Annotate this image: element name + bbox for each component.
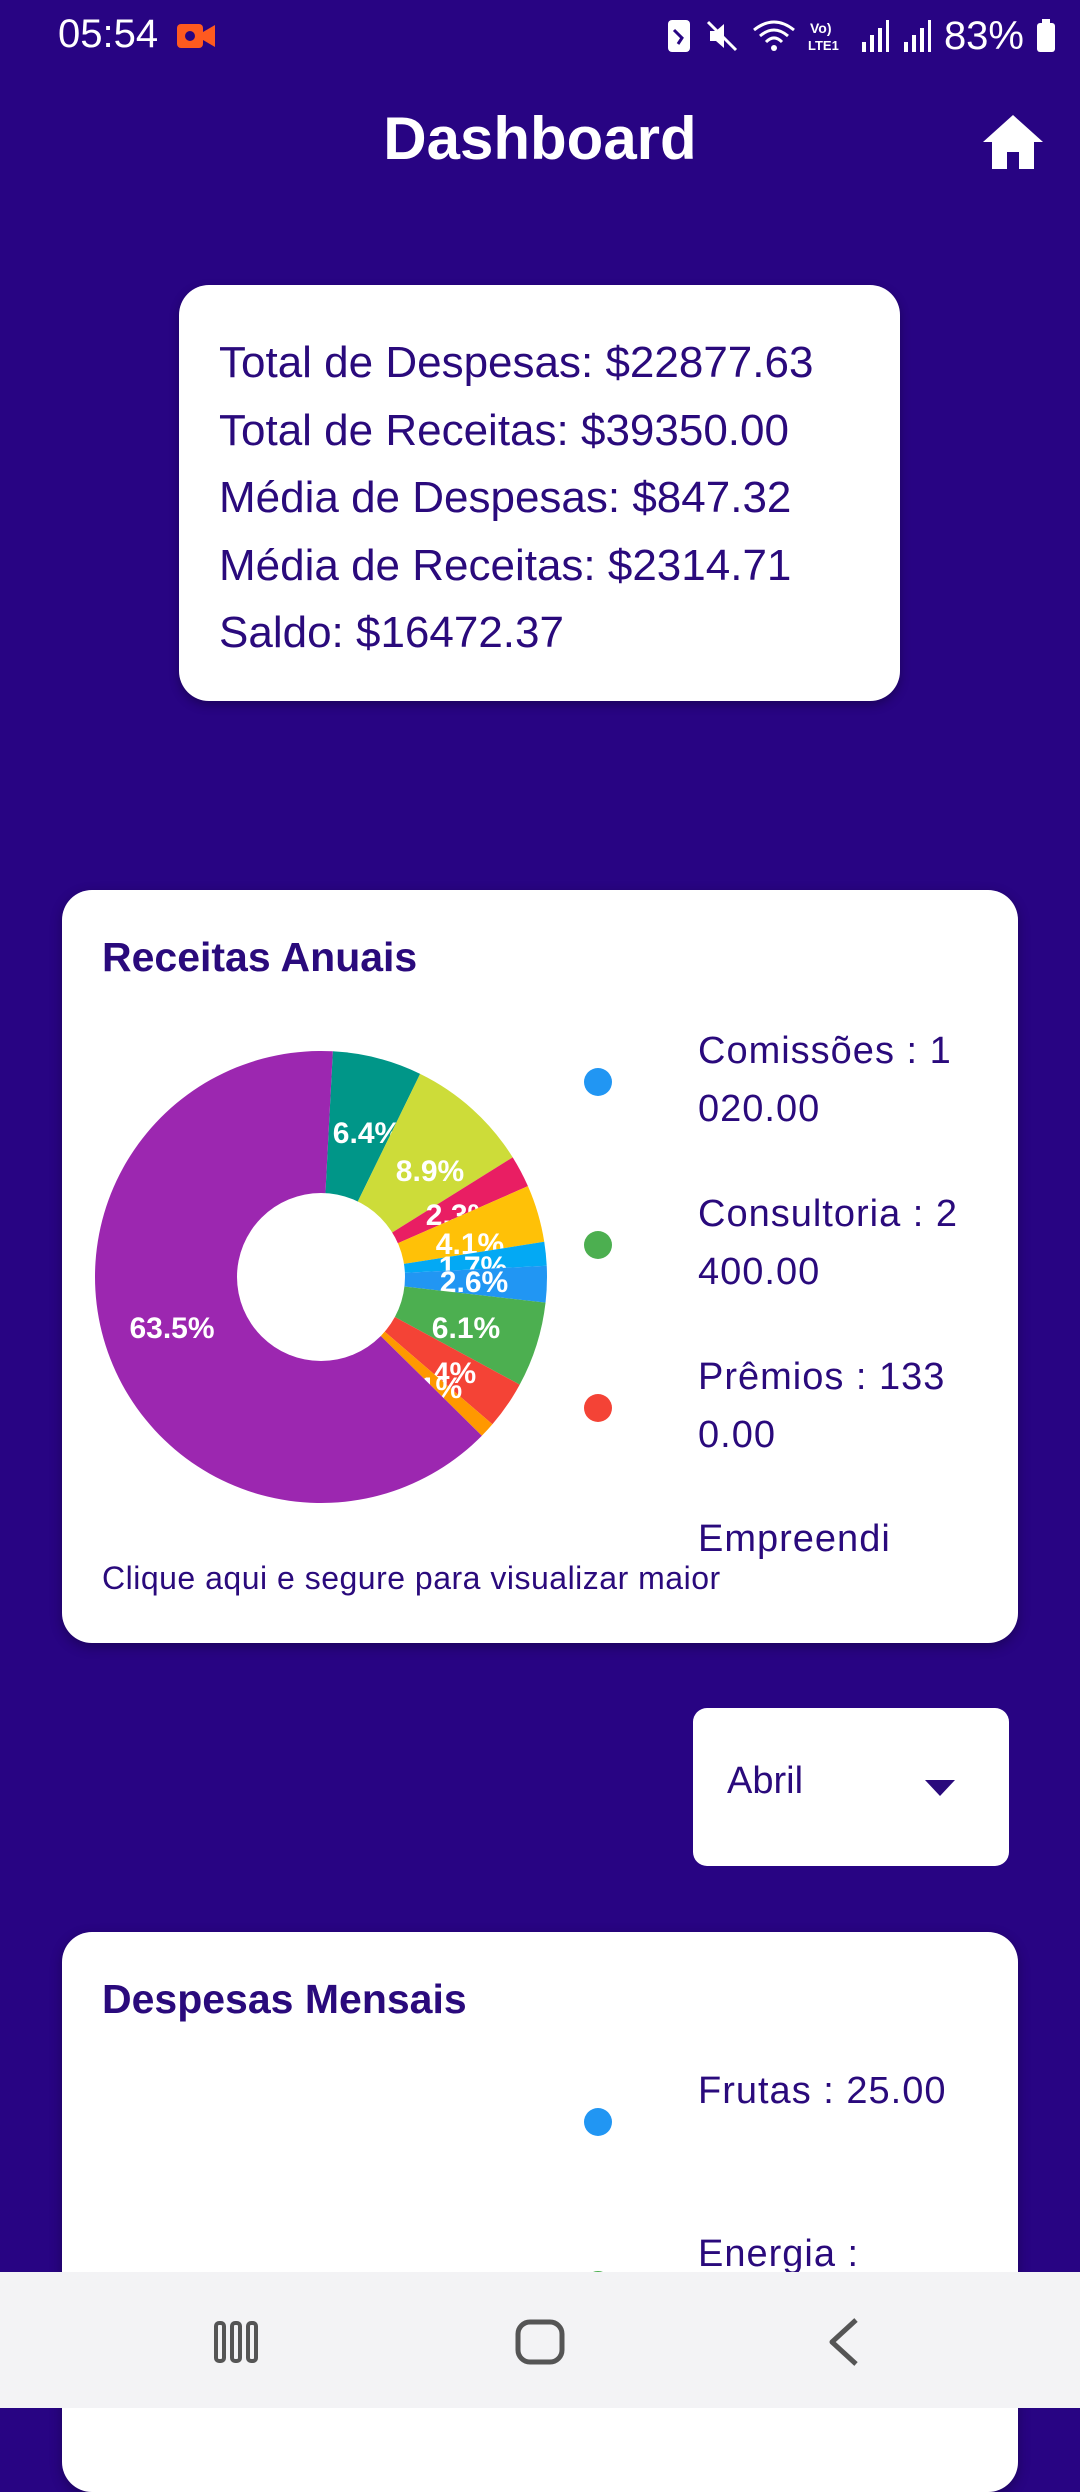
annual-income-title: Receitas Anuais	[102, 934, 418, 980]
month-select[interactable]: Abril	[693, 1708, 1009, 1866]
balance-text: Saldo: $16472.37	[219, 608, 564, 657]
monthly-expenses-title: Despesas Mensais	[102, 1976, 467, 2022]
recent-apps-icon[interactable]	[213, 2320, 259, 2364]
status-bar: 05:54 Vo) LTE1	[0, 0, 1080, 72]
battery-icon	[1037, 19, 1055, 52]
pie-slice-label: 51.8%	[269, 2152, 354, 2185]
pie-slice-label: 6.1%	[432, 1312, 500, 1345]
legend-label: Frutas : 25.00	[698, 2070, 947, 2112]
average-expenses-text: Média de Despesas: $847.32	[219, 473, 792, 522]
system-nav-bar	[0, 2272, 1080, 2408]
pie-center-hole	[237, 1193, 405, 1361]
annual-income-pie-chart[interactable]: 6.4%8.9%2.3%4.1%1.7%2.6%6.1%3.4%1.1%63.5…	[62, 890, 602, 1590]
status-icons: Vo) LTE1 83%	[666, 14, 1056, 58]
nfc-icon	[667, 20, 690, 52]
mute-icon	[706, 20, 737, 52]
legend-label: Empreendi	[698, 1518, 891, 1560]
svg-text:Vo): Vo)	[810, 20, 832, 36]
screen-record-icon	[177, 24, 215, 48]
wifi-icon	[753, 20, 795, 51]
legend-dot	[584, 2108, 612, 2136]
home-icon[interactable]	[980, 112, 1046, 172]
average-income-text: Média de Receitas: $2314.71	[219, 540, 792, 590]
page-title: Dashboard	[383, 105, 697, 172]
chart-hint-text: Clique aqui e segure para visualizar mai…	[102, 1560, 721, 1596]
legend-label: Consultoria : 2400.00	[698, 1193, 959, 1293]
total-expenses-text: Total de Despesas: $22877.63	[219, 338, 814, 387]
pie-slice-label: 63.5%	[129, 1312, 214, 1345]
legend-label: Comissões : 1020.00	[698, 1030, 952, 1130]
summary-card: Total de Despesas: $22877.63 Total de Re…	[179, 285, 900, 701]
back-icon[interactable]	[826, 2316, 862, 2368]
status-time: 05:54	[58, 12, 159, 56]
volte-lte-icon: Vo) LTE1	[808, 20, 839, 53]
total-income-text: Total de Receitas: $39350.00	[219, 405, 789, 455]
pie-slice-label: 8.9%	[396, 1155, 464, 1188]
annual-income-card[interactable]: Receitas Anuais 6.4% 8.9% 2.3% 4.1% 1.7% 2.6%…	[62, 890, 1018, 1643]
legend-label: Prêmios : 1330.00	[698, 1356, 946, 1456]
signal-icon	[903, 20, 931, 52]
monthly-expenses-card[interactable]: Despesas Mensais 51.8% Frutas : 25.00 En…	[62, 1932, 1018, 2492]
month-select-value: Abril	[727, 1760, 804, 1802]
legend-dot	[584, 1394, 612, 1422]
battery-percentage: 83%	[943, 13, 1024, 58]
legend-dot	[584, 1068, 612, 1096]
home-nav-icon[interactable]	[514, 2316, 566, 2368]
dropdown-arrow-icon	[925, 1780, 955, 1796]
legend-label: Energia :	[698, 2233, 860, 2275]
signal-icon	[861, 20, 889, 52]
monthly-expenses-pie-chart[interactable]: 51.8%	[62, 1932, 602, 2492]
legend-dot	[584, 1231, 612, 1259]
svg-text:LTE1: LTE1	[808, 38, 839, 53]
